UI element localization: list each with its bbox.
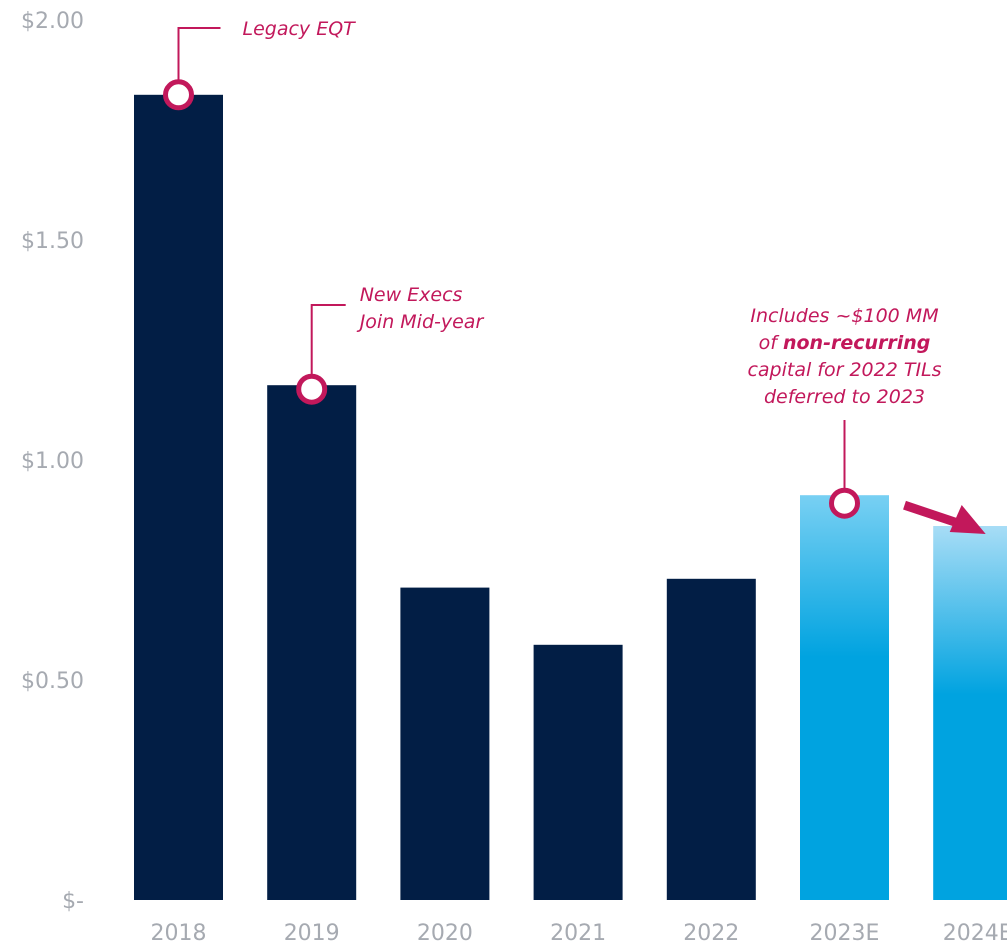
bar-2020	[400, 587, 490, 900]
annotation-text: capital for 2022 TILs	[747, 359, 941, 381]
annotation-marker	[829, 487, 860, 519]
x-tick-label: 2019	[284, 921, 340, 943]
bar-2019	[267, 385, 357, 900]
y-tick-label: $1.50	[21, 229, 84, 254]
annotation-leader-line	[310, 304, 346, 377]
bar-2022	[666, 578, 756, 900]
annotations-group: Legacy EQT New Execs Join Mid-year Includes…	[163, 18, 986, 534]
y-tick-label: $0.50	[21, 669, 84, 694]
annotation-text: deferred to 2023	[764, 386, 925, 408]
y-tick-label: $-	[62, 889, 84, 914]
x-tick-label: 2018	[151, 921, 207, 943]
bar-2018	[134, 94, 223, 901]
trend-arrow-head	[949, 505, 986, 534]
y-tick-label: $2.00	[21, 9, 84, 34]
x-tick-label: 2023E	[810, 921, 880, 943]
annotation-marker	[163, 79, 194, 111]
x-tick-label: 2024E	[943, 921, 1007, 943]
trend-arrow-shaft	[903, 500, 960, 528]
x-tick-label: 2021	[550, 921, 606, 943]
x-axis: 2018 2019 2020 2021 2022 2023E 2024E	[151, 921, 1007, 943]
annotation-leader-line	[177, 27, 221, 82]
y-axis: $- $0.50 $1.00 $1.50 $2.00	[21, 9, 84, 914]
annotation-text: Join Mid-year	[356, 311, 485, 333]
annotation-text: New Execs	[360, 284, 463, 306]
annotation-emphasis: non-recurring	[783, 332, 930, 354]
annotation-text: Legacy EQT	[243, 18, 357, 40]
annotation-text: of non-recurring	[759, 332, 931, 354]
x-tick-label: 2022	[683, 921, 739, 943]
x-tick-label: 2020	[417, 921, 473, 943]
bar-2021	[533, 644, 623, 900]
y-tick-label: $1.00	[21, 449, 84, 474]
annotation-marker	[296, 373, 328, 405]
bars-group	[134, 94, 1007, 901]
annotation-text: Includes ~$100 MM	[750, 305, 938, 327]
bar-2024e	[933, 526, 1007, 900]
bar-2023e	[800, 495, 889, 900]
